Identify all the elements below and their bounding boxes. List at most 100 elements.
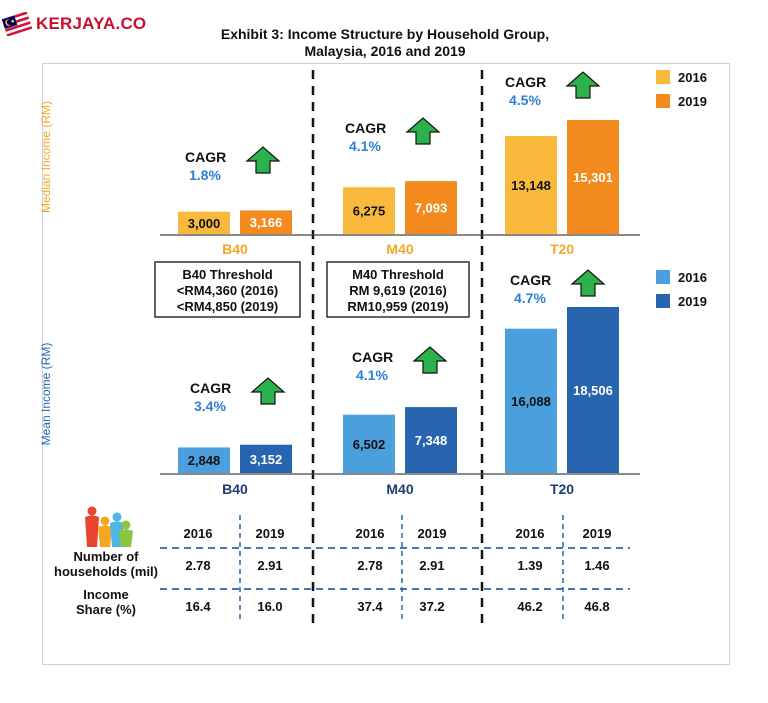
- table-cell-2-1: 16.4: [185, 599, 211, 614]
- mean-cagr-label-b40: CAGR: [190, 380, 231, 396]
- median-data-label-t20-2016: 13,148: [511, 178, 551, 193]
- median-data-label-m40-2019: 7,093: [415, 201, 448, 216]
- threshold-line2-1: <RM4,850 (2019): [177, 299, 279, 314]
- median-cagr-label-m40: CAGR: [345, 120, 386, 136]
- mean-data-label-m40-2019: 7,348: [415, 433, 448, 448]
- mean-ylabel: Mean Income (RM): [39, 342, 53, 446]
- mean-bar-m40-2016: [343, 414, 395, 473]
- median-bar-t20-2016: [505, 136, 557, 234]
- mean-data-label-b40-2016: 2,848: [188, 453, 221, 468]
- brand-name: KERJAYA.CO: [36, 14, 147, 33]
- mean-up-arrow-icon-t20: [570, 269, 606, 297]
- mean-bar-b40-2016: [178, 447, 230, 473]
- table-year-header-3: 2016: [356, 526, 385, 541]
- threshold-box-2: [326, 261, 470, 318]
- mean-data-label-t20-2019: 18,506: [573, 383, 613, 398]
- threshold-line2-2: RM10,959 (2019): [347, 299, 448, 314]
- median-bar-b40-2019: [240, 210, 292, 234]
- table-year-header-4: 2019: [418, 526, 447, 541]
- median-up-arrow-icon-b40: [245, 146, 281, 174]
- table-cell-1-1: 2.78: [185, 558, 210, 573]
- threshold-box-1: [154, 261, 301, 318]
- chart-title-line2: Malaysia, 2016 and 2019: [304, 43, 466, 59]
- median-legend-swatch-2019: [656, 94, 670, 108]
- mean-cagr-value-t20: 4.7%: [514, 290, 546, 306]
- median-cagr-label-t20: CAGR: [505, 74, 546, 90]
- threshold-line1-1: <RM4,360 (2016): [177, 283, 279, 298]
- median-bar-m40-2016: [343, 187, 395, 234]
- threshold-line1-2: RM 9,619 (2016): [349, 283, 447, 298]
- table-cell-2-5: 46.2: [517, 599, 542, 614]
- chart-title-line1: Exhibit 3: Income Structure by Household…: [220, 26, 550, 42]
- mean-cagr-label-m40: CAGR: [352, 349, 393, 365]
- table-year-header-5: 2016: [516, 526, 545, 541]
- table-cell-2-2: 16.0: [257, 599, 282, 614]
- table-cell-1-3: 2.78: [357, 558, 382, 573]
- mean-cagr-value-m40: 4.1%: [356, 367, 388, 383]
- table-row-label-line2-1: households (mil): [54, 564, 158, 579]
- table-year-header-6: 2019: [583, 526, 612, 541]
- family-person-head-2: [100, 516, 110, 526]
- table-cell-2-6: 46.8: [584, 599, 609, 614]
- threshold-title-1: B40 Threshold: [182, 267, 272, 282]
- median-bar-b40-2016: [178, 211, 230, 234]
- table-cell-1-5: 1.39: [517, 558, 542, 573]
- median-category-label-b40: B40: [222, 241, 248, 257]
- family-person-head-3: [112, 512, 122, 522]
- family-person-head-4: [121, 520, 131, 530]
- mean-category-label-t20: T20: [550, 481, 574, 497]
- chart-title: Exhibit 3: Income Structure by Household…: [150, 26, 620, 60]
- table-cell-2-3: 37.4: [357, 599, 383, 614]
- mean-legend-label-2019: 2019: [678, 294, 707, 309]
- table-row-label-line1-1: Number of: [74, 549, 140, 564]
- median-data-label-t20-2019: 15,301: [573, 170, 613, 185]
- mean-data-label-m40-2016: 6,502: [353, 437, 386, 452]
- family-person-body-2: [98, 525, 112, 547]
- median-cagr-label-b40: CAGR: [185, 149, 226, 165]
- median-category-label-t20: T20: [550, 241, 574, 257]
- mean-data-label-t20-2016: 16,088: [511, 394, 551, 409]
- mean-data-label-b40-2019: 3,152: [250, 452, 283, 467]
- table-row-label-line1-2: Income: [83, 587, 129, 602]
- median-bar-m40-2019: [405, 181, 457, 234]
- table-cell-1-2: 2.91: [257, 558, 282, 573]
- table-year-header-2: 2019: [256, 526, 285, 541]
- median-legend-label-2016: 2016: [678, 70, 707, 85]
- median-up-arrow-icon-m40: [405, 117, 441, 145]
- table-row-label-line2-2: Share (%): [76, 602, 136, 617]
- table-cell-1-4: 2.91: [419, 558, 444, 573]
- table-cell-1-6: 1.46: [584, 558, 609, 573]
- family-person-body-1: [85, 515, 99, 547]
- mean-bar-b40-2019: [240, 444, 292, 473]
- family-icon: [85, 506, 133, 547]
- family-person-head-1: [87, 506, 97, 516]
- median-cagr-value-m40: 4.1%: [349, 138, 381, 154]
- median-up-arrow-icon-t20: [565, 71, 601, 99]
- brand-logo[interactable]: KERJAYA.CO: [2, 10, 146, 38]
- median-bar-t20-2019: [567, 120, 619, 234]
- mean-bar-t20-2019: [567, 307, 619, 473]
- table-year-header-1: 2016: [184, 526, 213, 541]
- median-legend-label-2019: 2019: [678, 94, 707, 109]
- table-cell-2-4: 37.2: [419, 599, 444, 614]
- mean-category-label-b40: B40: [222, 481, 248, 497]
- threshold-title-2: M40 Threshold: [352, 267, 444, 282]
- mean-cagr-label-t20: CAGR: [510, 272, 551, 288]
- mean-category-label-m40: M40: [386, 481, 413, 497]
- mean-cagr-value-b40: 3.4%: [194, 398, 226, 414]
- mean-legend-swatch-2016: [656, 270, 670, 284]
- median-data-label-b40-2019: 3,166: [250, 215, 283, 230]
- median-data-label-b40-2016: 3,000: [188, 216, 221, 231]
- mean-legend-label-2016: 2016: [678, 270, 707, 285]
- family-person-body-4: [119, 529, 133, 547]
- median-cagr-value-t20: 4.5%: [509, 92, 541, 108]
- mean-legend-swatch-2019: [656, 294, 670, 308]
- mean-up-arrow-icon-b40: [250, 377, 286, 405]
- median-cagr-value-b40: 1.8%: [189, 167, 221, 183]
- mean-up-arrow-icon-m40: [412, 346, 448, 374]
- median-category-label-m40: M40: [386, 241, 413, 257]
- median-ylabel: Median Income (RM): [39, 100, 53, 214]
- median-data-label-m40-2016: 6,275: [353, 204, 386, 219]
- mean-bar-m40-2019: [405, 407, 457, 473]
